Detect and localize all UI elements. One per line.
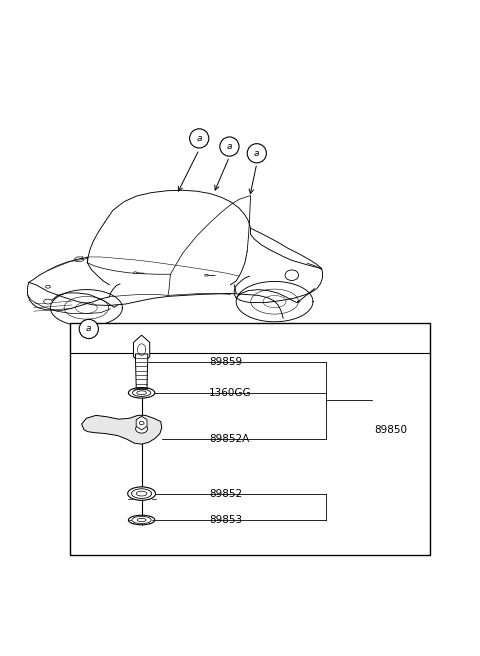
Ellipse shape [128, 487, 156, 501]
Ellipse shape [137, 518, 146, 522]
Text: a: a [227, 142, 232, 151]
Ellipse shape [132, 489, 152, 499]
Circle shape [79, 319, 98, 338]
Polygon shape [136, 417, 147, 430]
Text: a: a [86, 325, 92, 333]
Text: 89852: 89852 [209, 489, 242, 499]
Polygon shape [133, 335, 150, 364]
Ellipse shape [128, 515, 155, 525]
Polygon shape [135, 354, 148, 390]
Ellipse shape [132, 389, 151, 396]
Ellipse shape [136, 491, 147, 496]
Circle shape [220, 137, 239, 156]
Circle shape [247, 144, 266, 163]
Text: 89853: 89853 [209, 515, 242, 525]
Ellipse shape [132, 516, 151, 523]
Ellipse shape [133, 272, 137, 274]
Ellipse shape [128, 388, 155, 398]
Ellipse shape [46, 285, 50, 288]
Bar [70, 323, 430, 554]
Ellipse shape [44, 299, 52, 304]
Text: a: a [254, 149, 260, 158]
Circle shape [190, 129, 209, 148]
Text: 1360GG: 1360GG [209, 388, 252, 398]
Ellipse shape [285, 270, 299, 281]
Ellipse shape [139, 421, 144, 424]
Polygon shape [82, 415, 162, 444]
Ellipse shape [137, 391, 146, 395]
Text: 89852A: 89852A [209, 434, 249, 444]
Text: 89859: 89859 [209, 357, 242, 367]
Text: a: a [196, 134, 202, 143]
Ellipse shape [204, 274, 208, 276]
Text: 89850: 89850 [374, 425, 408, 435]
Ellipse shape [135, 424, 148, 433]
